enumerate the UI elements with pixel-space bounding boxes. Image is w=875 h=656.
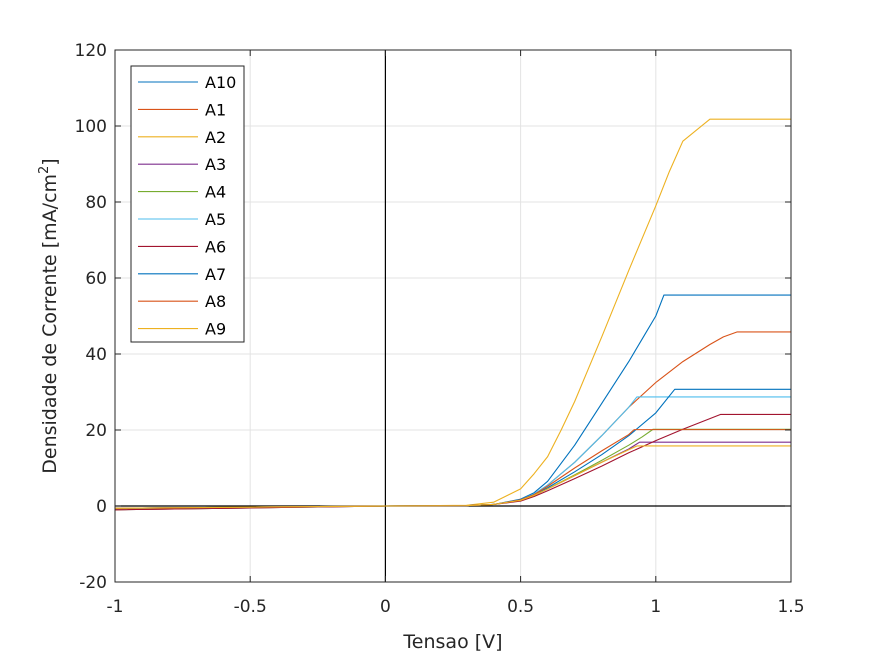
legend-entry-a4: A4: [205, 183, 226, 202]
y-tick-label: 20: [85, 421, 107, 441]
legend-entry-a1: A1: [205, 100, 226, 119]
axes-box: [114, 49, 792, 583]
legend-entry-a5: A5: [205, 210, 226, 229]
legend-entry-a2: A2: [205, 128, 226, 147]
x-tick-label: 0.5: [507, 597, 534, 617]
y-tick-label: 60: [85, 269, 107, 289]
legend-entry-a10: A10: [205, 73, 236, 92]
y-tick-label: 80: [85, 193, 107, 213]
legend-box: [130, 65, 245, 343]
series-line-a9: [114, 445, 791, 509]
series-layer: [114, 118, 791, 511]
x-tick-labels: -1 -0.5 0 0.5 1 1.5: [107, 597, 805, 617]
legend: A10 A1 A2 A3 A4 A5 A6 A7 A8 A9: [130, 65, 245, 343]
y-axis-label-main: Densidade de Corrente [mA/cm: [39, 174, 61, 474]
y-tick-label: -20: [79, 573, 107, 593]
y-axis-label-superscript: 2: [37, 166, 52, 174]
ticks: [114, 49, 792, 583]
y-tick-label: 120: [75, 41, 107, 61]
y-axis-label-end: ]: [39, 158, 61, 165]
y-tick-labels: -20 0 20 40 60 80 100 120: [75, 41, 107, 593]
y-tick-label: 40: [85, 345, 107, 365]
legend-entry-a7: A7: [205, 265, 226, 284]
legend-entry-a3: A3: [205, 155, 226, 174]
x-tick-label: 0: [380, 597, 391, 617]
legend-entry-a9: A9: [205, 320, 226, 339]
x-tick-label: -0.5: [234, 597, 267, 617]
legend-entry-a6: A6: [205, 237, 226, 256]
y-tick-label: 0: [96, 497, 107, 517]
legend-entry-a8: A8: [205, 292, 226, 311]
x-tick-label: 1: [650, 597, 661, 617]
x-tick-label: -1: [107, 597, 124, 617]
x-tick-label: 1.5: [777, 597, 804, 617]
y-axis-label: Densidade de Corrente [mA/cm2]: [37, 158, 61, 473]
y-tick-label: 100: [75, 117, 107, 137]
x-axis-label: Tensao [V]: [402, 631, 502, 653]
